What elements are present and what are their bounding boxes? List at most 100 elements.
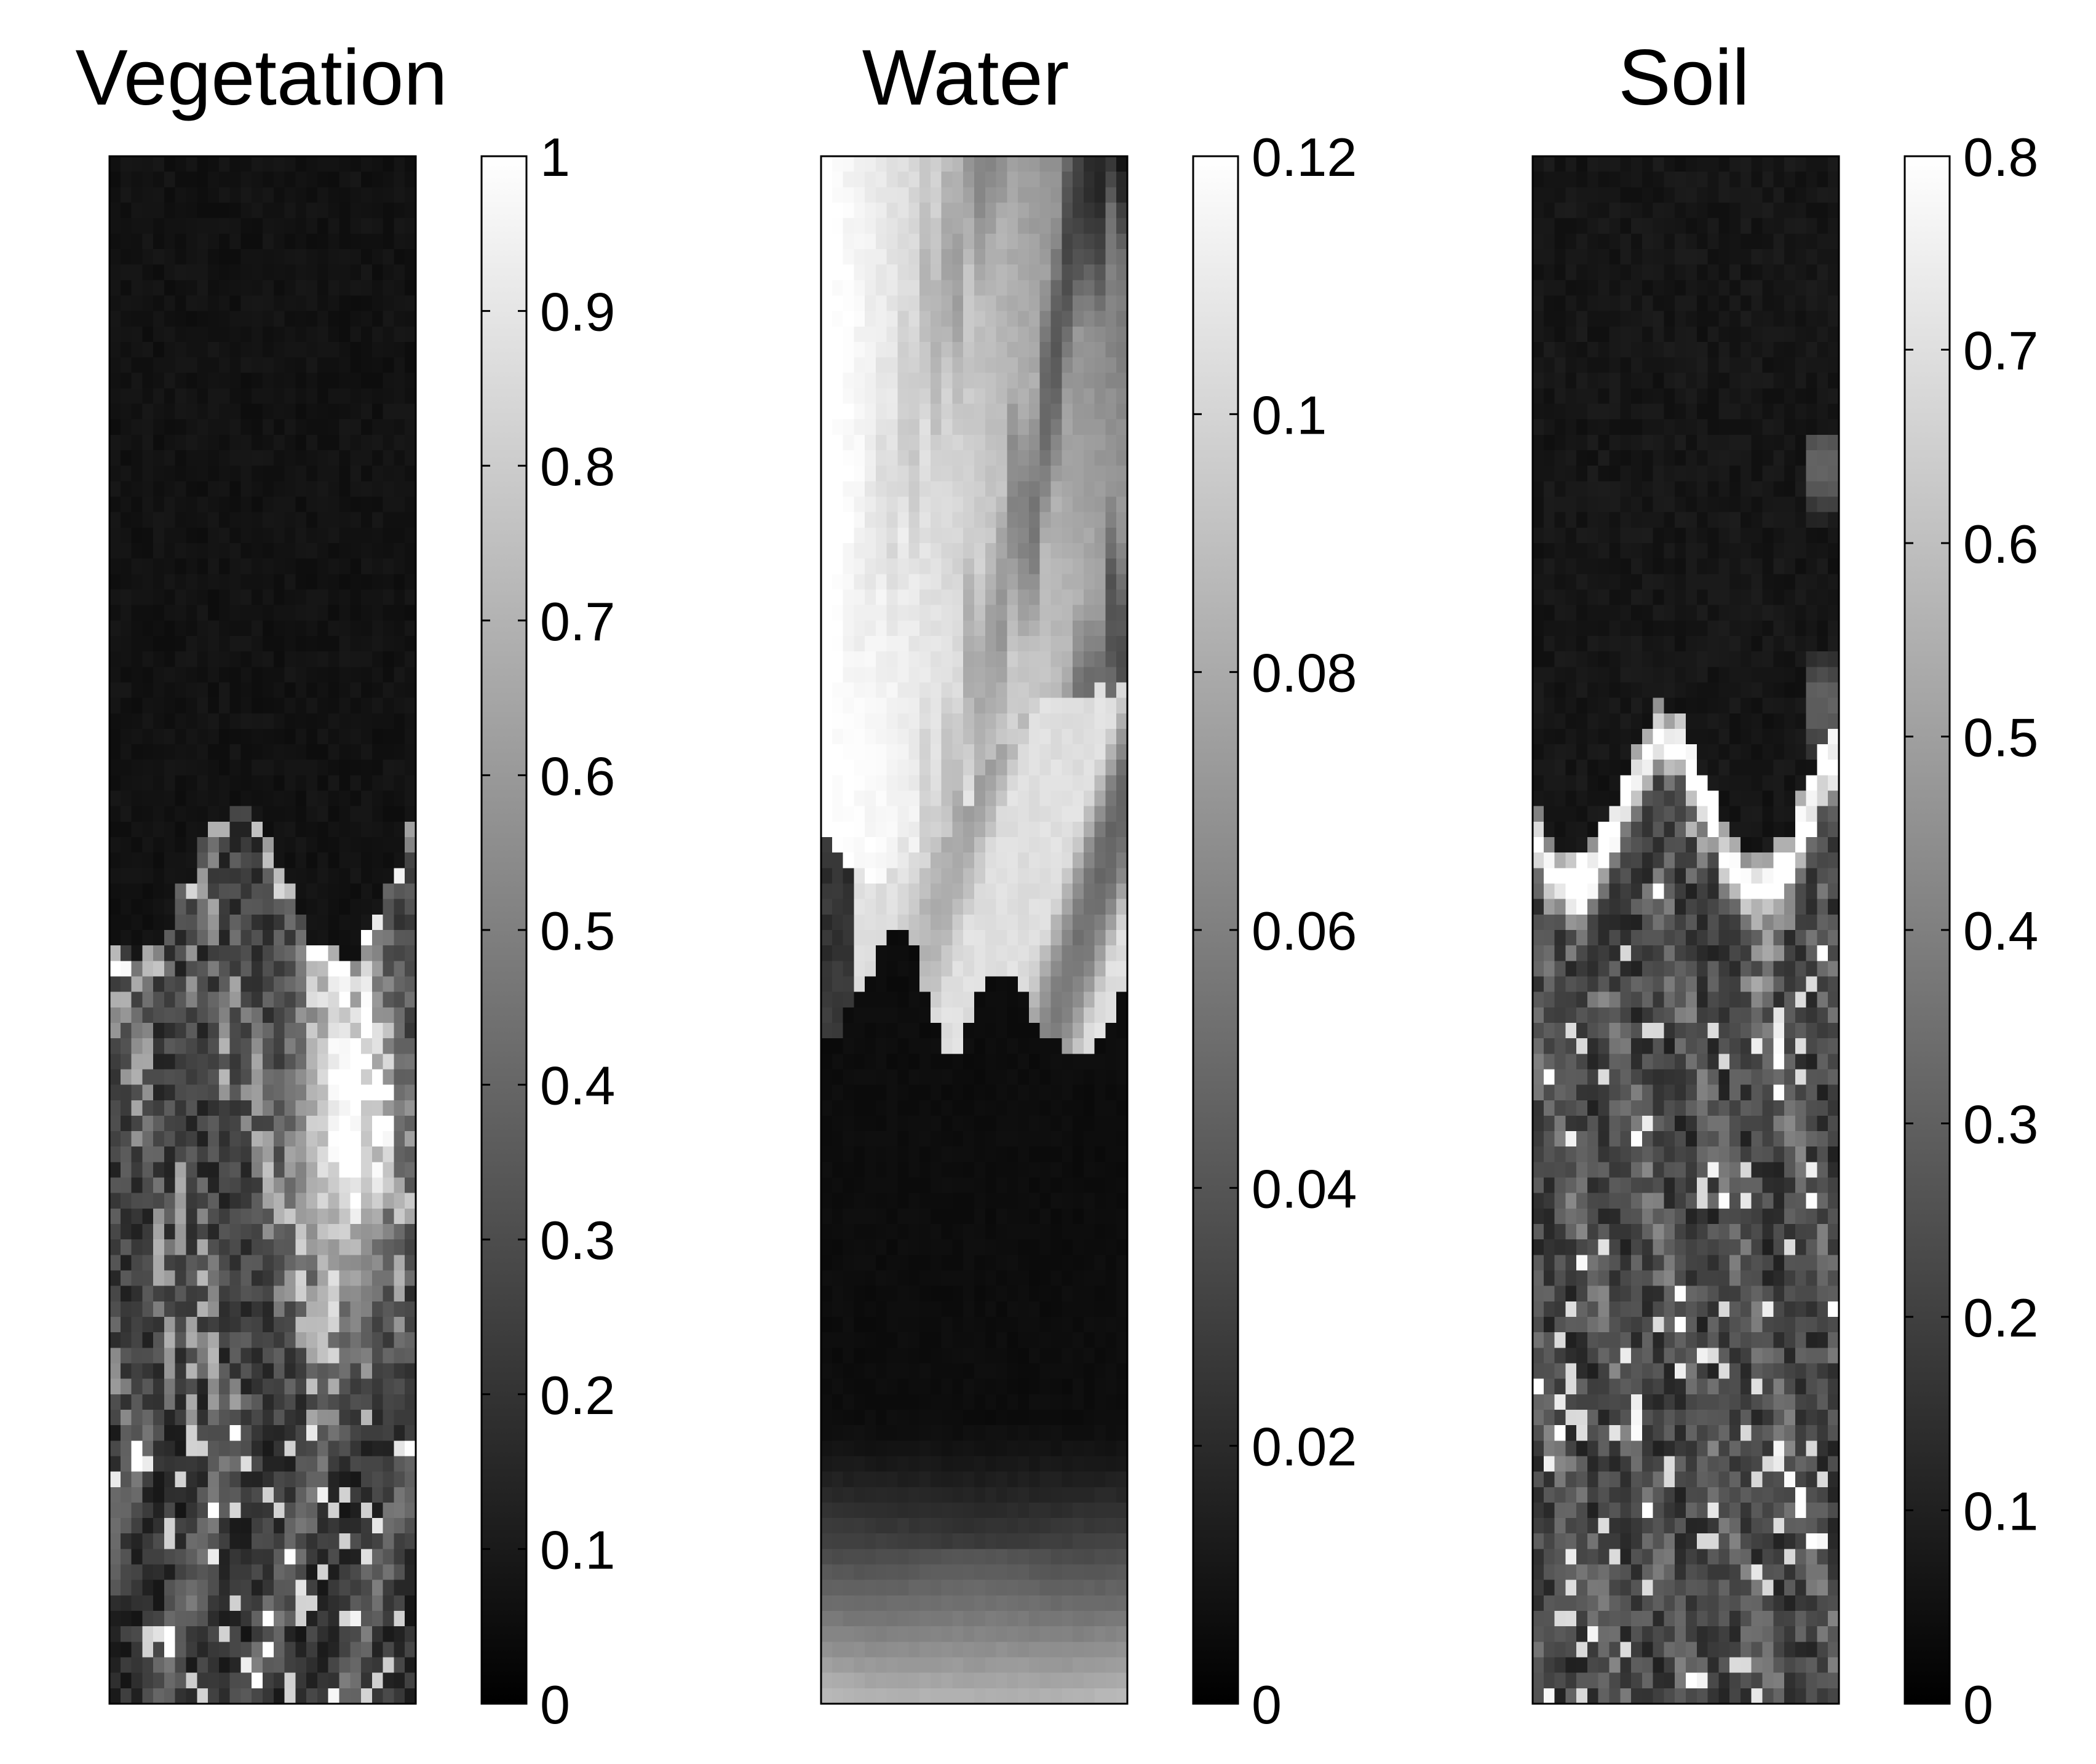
heatmap-cell [273,1100,285,1116]
heatmap-cell [832,280,844,296]
heatmap-cell [175,635,187,652]
heatmap-cell [164,1626,176,1642]
heatmap-cell [164,620,176,637]
heatmap-cell [1116,264,1128,280]
heatmap-cell [974,682,986,699]
heatmap-cell [1018,466,1030,482]
heatmap-cell [1073,976,1084,993]
heatmap-cell [109,341,121,358]
heatmap-cell [142,1038,154,1054]
heatmap-cell [908,326,920,343]
heatmap-cell [252,341,263,358]
heatmap-cell [854,1224,865,1240]
heatmap-cell [886,558,899,574]
heatmap-cell [1116,852,1128,868]
heatmap-cell [197,574,208,590]
heatmap-cell [317,202,329,219]
heatmap-cell [120,1208,132,1225]
heatmap-cell [1028,466,1041,482]
heatmap-cell [273,527,285,544]
heatmap-cell [919,574,931,590]
heatmap-cell [175,852,187,868]
heatmap-cell [908,1193,920,1209]
heatmap-cell [1116,682,1128,699]
heatmap-cell [142,1518,154,1534]
heatmap-cell [197,1456,208,1472]
heatmap-cell [306,218,318,234]
heatmap-cell [306,1409,318,1426]
heatmap-cell [919,1100,931,1116]
heatmap-cell [306,635,318,652]
heatmap-cell [218,326,231,343]
heatmap-cell [317,1007,329,1023]
heatmap-cell [985,295,997,312]
heatmap-cell [1028,914,1041,931]
heatmap-cell [930,651,942,667]
heatmap-cell [908,1301,920,1317]
heatmap-cell [263,1409,274,1426]
heatmap-cell [1073,512,1084,528]
heatmap-cell [263,1487,274,1503]
heatmap-cell [405,1348,416,1364]
heatmap-cell [963,512,975,528]
heatmap-cell [229,341,242,358]
heatmap-cell [908,373,920,389]
heatmap-cell [208,1069,220,1086]
heatmap-cell [328,1115,340,1132]
heatmap-cell [229,667,242,683]
heatmap-cell [908,481,920,498]
heatmap-cell [295,852,307,868]
heatmap-cell [229,481,242,498]
heatmap-cell [175,976,187,993]
heatmap-cell [142,1255,154,1271]
heatmap-cell [317,311,329,327]
heatmap-cell [996,1270,1007,1287]
heatmap-frame [108,155,417,1705]
heatmap-cell [164,1069,176,1086]
heatmap-cell [394,1084,405,1101]
heatmap-cell [952,388,964,405]
heatmap-cell [371,1425,384,1441]
heatmap-cell [832,744,844,760]
heatmap-cell [897,450,909,466]
heatmap-cell [875,775,887,792]
heatmap-cell [886,713,899,729]
heatmap-cell [1050,512,1062,528]
heatmap-cell [284,1518,296,1534]
heatmap-cell [985,466,997,482]
heatmap-cell [930,1146,942,1162]
heatmap-cell [919,311,931,327]
heatmap-cell [908,419,920,435]
heatmap-cell [186,496,197,513]
heatmap-cell [240,218,252,234]
heatmap-cell [1083,512,1095,528]
heatmap-cell [854,248,865,265]
colorbar-tick-label: 0.1 [540,1519,615,1580]
heatmap-cell [952,527,964,544]
heatmap-cell [197,326,208,343]
heatmap-cell [1116,1193,1128,1209]
heatmap-cell [361,635,373,652]
heatmap-cell [854,976,865,993]
heatmap-cell [252,1579,263,1596]
heatmap-cell [284,837,296,853]
heatmap-cell [153,868,165,884]
heatmap-cell [405,1317,416,1333]
heatmap-cell [1073,991,1084,1008]
heatmap-cell [153,1378,165,1395]
heatmap-cell [284,1348,296,1364]
heatmap-cell [1018,1038,1030,1054]
heatmap-cell [350,1332,362,1348]
heatmap-cell [875,868,887,884]
heatmap-cell [854,1317,865,1333]
heatmap-cell [317,1688,329,1704]
heatmap-cell [350,156,362,172]
heatmap-cell [1105,1301,1117,1317]
heatmap-cell [996,1069,1007,1086]
heatmap-cell [229,1100,242,1116]
heatmap-cell [339,357,351,373]
heatmap-cell [197,187,208,204]
heatmap-cell [218,311,231,327]
heatmap-cell [218,434,231,451]
heatmap-cell [175,1084,187,1101]
